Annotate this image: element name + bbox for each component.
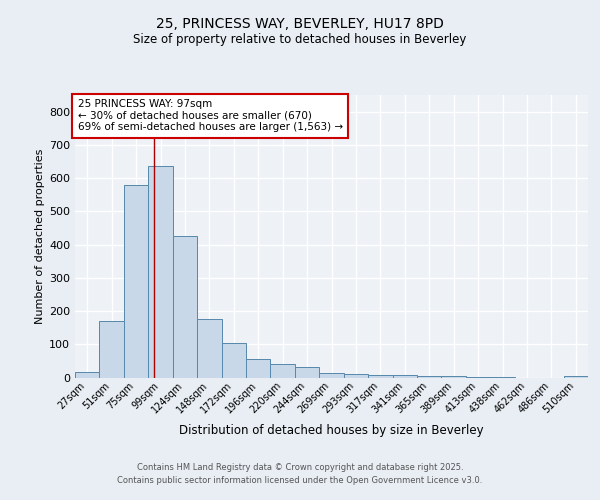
Text: 25 PRINCESS WAY: 97sqm
← 30% of detached houses are smaller (670)
69% of semi-de: 25 PRINCESS WAY: 97sqm ← 30% of detached… — [77, 99, 343, 132]
Bar — [173, 236, 197, 378]
Bar — [221, 342, 246, 378]
Bar — [100, 321, 124, 378]
Y-axis label: Number of detached properties: Number of detached properties — [35, 148, 45, 324]
Bar — [417, 376, 442, 378]
Bar — [319, 373, 344, 378]
Text: Contains public sector information licensed under the Open Government Licence v3: Contains public sector information licen… — [118, 476, 482, 485]
Bar — [75, 372, 100, 378]
Bar — [148, 166, 173, 378]
Bar — [295, 367, 319, 378]
Text: 25, PRINCESS WAY, BEVERLEY, HU17 8PD: 25, PRINCESS WAY, BEVERLEY, HU17 8PD — [156, 18, 444, 32]
Bar — [271, 364, 295, 378]
Bar — [368, 374, 392, 378]
Bar — [442, 376, 466, 378]
Bar — [344, 374, 368, 378]
Bar — [392, 375, 417, 378]
Bar — [124, 184, 148, 378]
Bar — [466, 377, 490, 378]
Text: Contains HM Land Registry data © Crown copyright and database right 2025.: Contains HM Land Registry data © Crown c… — [137, 462, 463, 471]
Bar — [563, 376, 588, 378]
X-axis label: Distribution of detached houses by size in Beverley: Distribution of detached houses by size … — [179, 424, 484, 436]
Bar — [197, 320, 221, 378]
Text: Size of property relative to detached houses in Beverley: Size of property relative to detached ho… — [133, 32, 467, 46]
Bar — [246, 358, 271, 378]
